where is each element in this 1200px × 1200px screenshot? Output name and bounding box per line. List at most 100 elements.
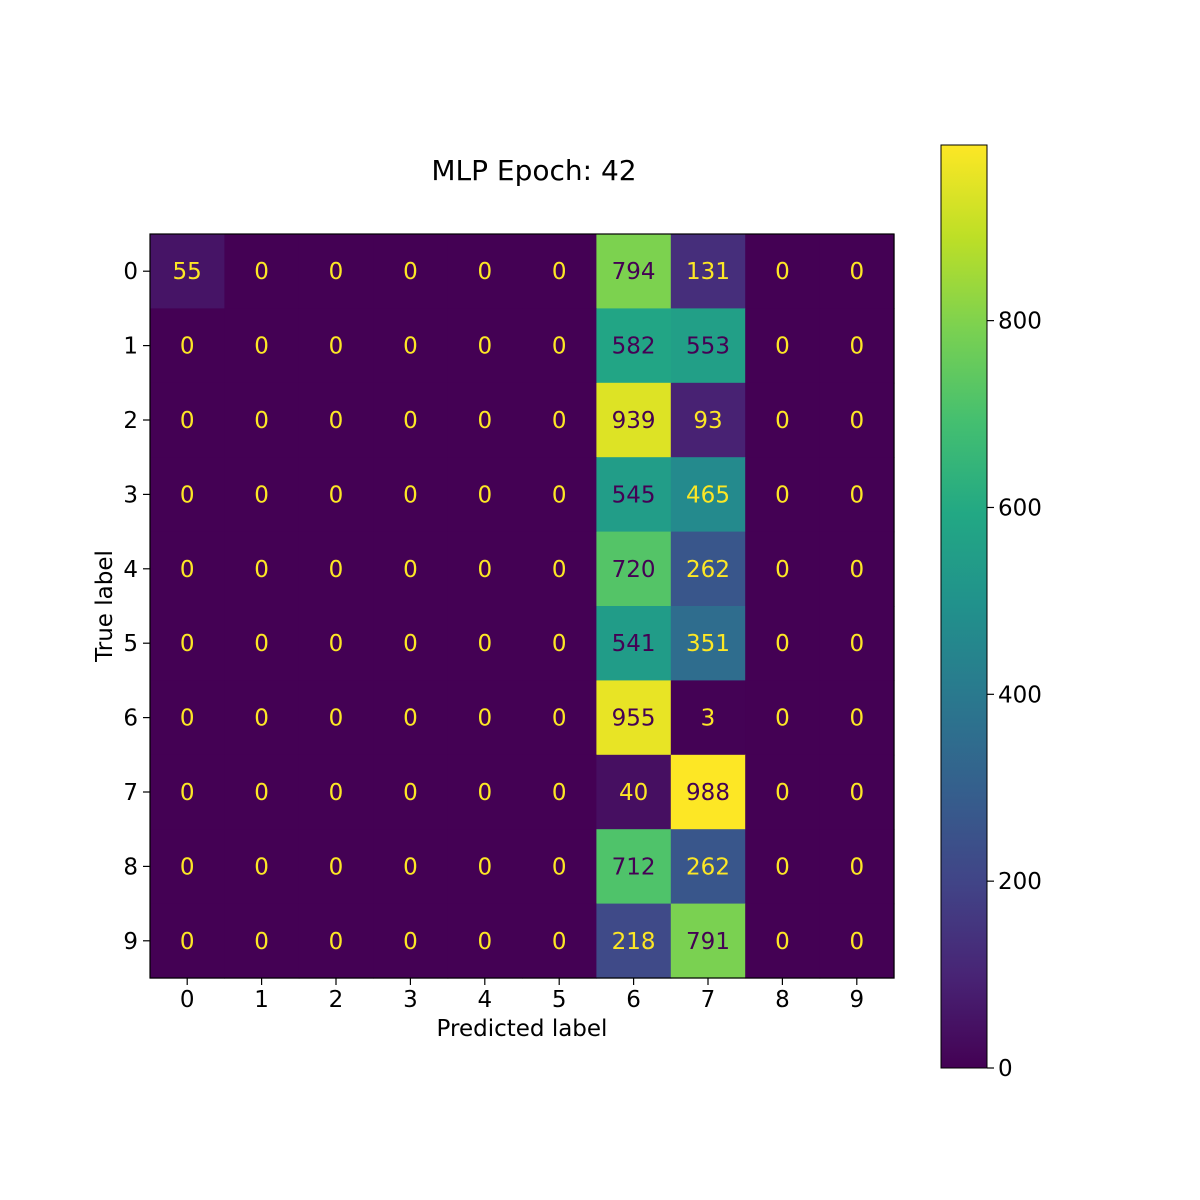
cell-value-label: 0	[180, 557, 195, 583]
cell-value-label: 262	[686, 557, 730, 583]
heatmap-cell	[298, 308, 374, 384]
cell-value-label: 0	[403, 929, 418, 955]
heatmap-cell	[447, 606, 523, 681]
heatmap-cell	[447, 754, 523, 830]
heatmap-cell	[819, 308, 895, 384]
y-tick-label: 6	[123, 706, 138, 732]
heatmap-cell	[745, 680, 821, 756]
heatmap-cell	[373, 234, 449, 309]
cell-value-label: 0	[254, 408, 269, 434]
cell-value-label: 0	[329, 334, 344, 360]
cell-value-label: 0	[849, 706, 864, 732]
heatmap-cell	[150, 457, 225, 533]
heatmap-cell	[819, 754, 895, 830]
cell-value-label: 0	[180, 408, 195, 434]
cell-value-label: 0	[254, 557, 269, 583]
heatmap-cell	[150, 829, 225, 905]
cell-value-label: 0	[477, 557, 492, 583]
heatmap-cell	[819, 903, 895, 979]
cell-value-label: 0	[329, 780, 344, 806]
heatmap-cell	[596, 829, 672, 905]
cell-value-label: 794	[612, 259, 656, 285]
cell-value-label: 553	[686, 334, 730, 360]
heatmap-cell	[745, 903, 821, 979]
heatmap-cell	[224, 531, 300, 607]
chart-title: MLP Epoch: 42	[431, 154, 636, 187]
cell-value-label: 712	[612, 854, 656, 880]
cell-value-label: 40	[619, 780, 648, 806]
heatmap-cell	[745, 457, 821, 533]
cell-value-label: 0	[775, 929, 790, 955]
heatmap-cell	[745, 234, 821, 309]
heatmap-cell	[373, 680, 449, 756]
plot-frame	[149, 233, 895, 979]
heatmap-cell	[150, 382, 225, 458]
cell-value-label: 93	[693, 408, 722, 434]
cell-value-label: 0	[254, 706, 269, 732]
cell-value-label: 0	[403, 408, 418, 434]
heatmap-cell	[224, 457, 300, 533]
heatmap-cell	[670, 829, 746, 905]
colorbar-tick-label: 0	[998, 1056, 1013, 1082]
heatmap-cell	[373, 829, 449, 905]
heatmap-cell	[373, 308, 449, 384]
cell-value-label: 0	[552, 259, 567, 285]
colorbar-tick-label: 200	[998, 869, 1042, 895]
cell-value-label: 0	[775, 334, 790, 360]
x-axis-label: Predicted label	[437, 1016, 608, 1042]
cell-value-label: 0	[180, 631, 195, 657]
cell-value-label: 0	[180, 929, 195, 955]
cell-value-label: 131	[686, 259, 730, 285]
heatmap-cell	[522, 308, 597, 384]
colorbar-tick-label: 600	[998, 495, 1042, 521]
heatmap-cell	[298, 829, 374, 905]
cell-value-label: 351	[686, 631, 730, 657]
y-axis-ticks: 0 1 2 3 4 5 6 7 8 9	[123, 259, 150, 955]
cell-value-label: 0	[552, 631, 567, 657]
x-tick-label: 7	[701, 987, 716, 1013]
cell-value-label: 0	[552, 929, 567, 955]
heatmap-cell	[522, 754, 597, 830]
cell-value-label: 0	[477, 706, 492, 732]
heatmap-cell	[150, 234, 225, 309]
heatmap-cell	[298, 457, 374, 533]
cell-value-label: 3	[701, 706, 716, 732]
cell-value-label: 0	[254, 929, 269, 955]
cell-value-label: 545	[612, 482, 656, 508]
cell-value-label: 541	[612, 631, 656, 657]
cell-value-label: 0	[329, 408, 344, 434]
cell-value-label: 0	[477, 780, 492, 806]
heatmap-cell	[819, 234, 895, 309]
heatmap-cell	[670, 531, 746, 607]
heatmap-cell	[150, 308, 225, 384]
heatmap-cell	[447, 382, 523, 458]
cell-value-label: 0	[849, 631, 864, 657]
heatmap-cell	[373, 903, 449, 979]
cell-value-label: 0	[403, 482, 418, 508]
heatmap-cell	[373, 457, 449, 533]
cell-value-label: 0	[477, 259, 492, 285]
heatmap-cell	[670, 606, 746, 681]
heatmap-cell	[819, 531, 895, 607]
y-tick-label: 7	[123, 780, 138, 806]
x-tick-label: 4	[477, 987, 492, 1013]
heatmap-cell	[298, 531, 374, 607]
colorbar-frame	[940, 144, 988, 1069]
cell-value-label: 0	[403, 334, 418, 360]
heatmap-cell	[670, 754, 746, 830]
heatmap-cell	[522, 680, 597, 756]
heatmap-cell	[150, 903, 225, 979]
cell-value-label: 720	[612, 557, 656, 583]
cell-value-label: 0	[180, 334, 195, 360]
cell-value-label: 0	[254, 334, 269, 360]
cell-value-label: 0	[329, 929, 344, 955]
cell-value-label: 0	[552, 557, 567, 583]
heatmap-cell	[298, 903, 374, 979]
cell-value-label: 0	[403, 259, 418, 285]
heatmap-cell	[745, 531, 821, 607]
heatmap-cell	[745, 754, 821, 830]
cell-value-label: 0	[477, 408, 492, 434]
cell-value-label: 582	[612, 334, 656, 360]
cell-value-label: 0	[477, 482, 492, 508]
